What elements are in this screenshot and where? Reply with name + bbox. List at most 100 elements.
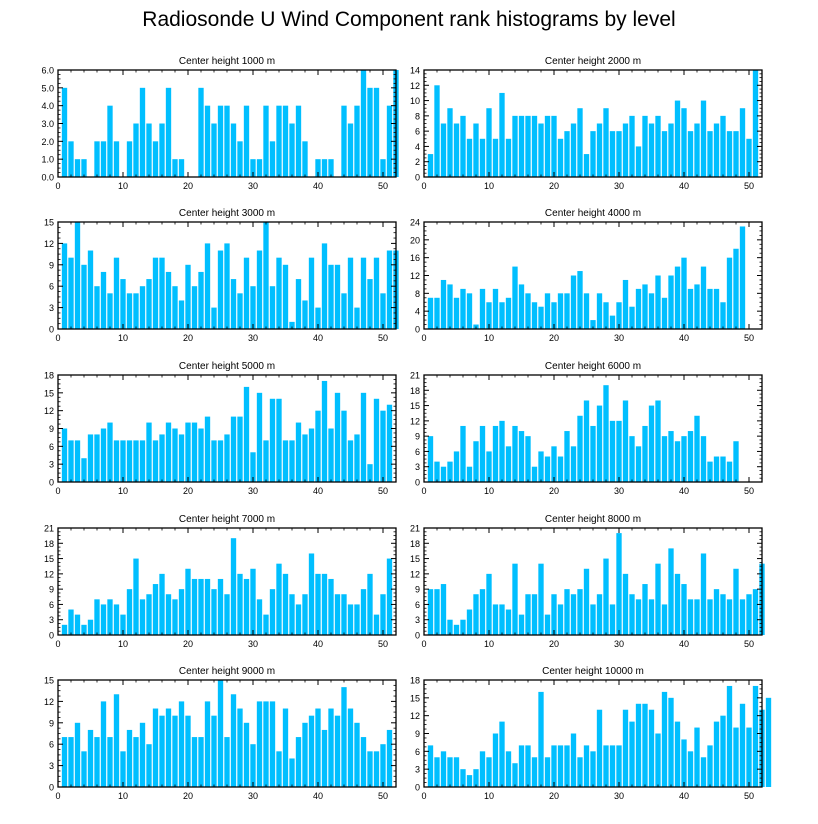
- histogram-bar: [152, 141, 159, 177]
- histogram-bar: [726, 257, 733, 329]
- histogram-bar: [655, 115, 661, 177]
- y-tick-label: 4.0: [41, 101, 54, 111]
- y-tick-label: 6: [415, 127, 420, 137]
- histogram-bar: [133, 440, 139, 482]
- y-tick-label: 0: [415, 173, 420, 183]
- y-tick-label: 0: [415, 631, 420, 641]
- histogram-bar: [152, 440, 159, 482]
- histogram-bar: [512, 563, 518, 635]
- histogram-bar: [295, 105, 302, 177]
- y-tick-label: 15: [44, 388, 54, 398]
- histogram-bar: [661, 131, 668, 177]
- histogram-bar: [308, 428, 315, 482]
- y-tick-label: 12: [44, 239, 54, 249]
- histogram-bar: [334, 392, 341, 482]
- histogram-bar: [492, 425, 499, 482]
- y-tick-label: 6: [415, 747, 420, 757]
- histogram-bar: [557, 604, 564, 635]
- histogram-bar: [211, 440, 217, 482]
- histogram-bar: [172, 599, 178, 635]
- x-tick-label: 10: [118, 639, 128, 649]
- y-tick-label: 4: [415, 142, 420, 152]
- histogram-bar: [243, 722, 250, 787]
- histogram-bar: [544, 115, 551, 177]
- histogram-bar: [263, 440, 269, 482]
- histogram-bar: [427, 745, 434, 787]
- histogram-bar: [295, 604, 302, 635]
- x-tick-label: 0: [421, 639, 426, 649]
- histogram-bar: [276, 257, 282, 329]
- panel-title: Center height 9000 m: [179, 666, 275, 677]
- histogram-bar: [687, 431, 694, 482]
- y-tick-label: 12: [44, 569, 54, 579]
- histogram-bar: [486, 573, 492, 635]
- histogram-bar: [505, 751, 512, 787]
- histogram-bar: [733, 248, 739, 329]
- histogram-bar: [434, 85, 440, 177]
- histogram-bar: [583, 154, 590, 177]
- histogram-bar: [694, 415, 700, 482]
- histogram-bar: [583, 400, 590, 482]
- histogram-bar: [538, 451, 544, 482]
- histogram-bar: [360, 257, 367, 329]
- y-tick-label: 9: [49, 718, 54, 728]
- x-tick-label: 20: [549, 181, 559, 191]
- x-tick-label: 10: [118, 486, 128, 496]
- histogram-bar: [185, 568, 191, 635]
- histogram-bar: [460, 425, 466, 482]
- histogram-panel: Center height 3000 m 0 3 6 9 12 15 0 10 20 30 40 50: [44, 208, 399, 343]
- histogram-bar: [198, 578, 204, 635]
- histogram-bar: [648, 123, 655, 177]
- y-tick-label: 18: [410, 386, 420, 396]
- histogram-bar: [707, 745, 713, 787]
- histogram-bar: [373, 398, 380, 482]
- histogram-bar: [185, 264, 191, 329]
- histogram-panel: Center height 4000 m 0 4 8 12 16 20 24 0 10 20 30 40…: [410, 208, 763, 343]
- histogram-bar: [466, 609, 473, 635]
- histogram-bar: [386, 250, 393, 329]
- histogram-bar: [473, 441, 479, 482]
- histogram-bar: [707, 288, 713, 330]
- histogram-bar: [473, 123, 479, 177]
- histogram-bar: [590, 604, 596, 635]
- histogram-bar: [178, 434, 185, 482]
- histogram-bar: [492, 288, 499, 330]
- histogram-bar: [360, 737, 367, 787]
- y-tick-label: 9: [415, 432, 420, 442]
- y-tick-label: 14: [410, 66, 420, 76]
- histogram-bar: [276, 563, 282, 635]
- histogram-bar: [538, 563, 544, 635]
- histogram-bar: [642, 425, 648, 482]
- x-tick-label: 0: [55, 486, 60, 496]
- histogram-bar: [525, 293, 531, 329]
- histogram-bar: [87, 434, 94, 482]
- histogram-bar: [505, 446, 512, 482]
- y-tick-label: 9: [415, 585, 420, 595]
- histogram-bar: [453, 624, 460, 635]
- histogram-bar: [531, 757, 538, 787]
- histogram-bar: [308, 553, 315, 635]
- histogram-bar: [230, 538, 237, 635]
- histogram-bar: [68, 737, 74, 787]
- histogram-bar: [172, 715, 178, 787]
- histogram-bar: [570, 733, 577, 787]
- histogram-bar: [230, 416, 237, 482]
- histogram-bar: [198, 87, 204, 177]
- panel-title: Center height 7000 m: [179, 514, 275, 525]
- x-tick-label: 20: [183, 333, 193, 343]
- histogram-bar: [707, 461, 713, 482]
- histogram-bar: [126, 293, 133, 329]
- histogram-bar: [204, 243, 211, 329]
- y-tick-label: 0: [49, 325, 54, 335]
- histogram-bar: [642, 703, 648, 787]
- histogram-bar: [269, 286, 276, 329]
- y-tick-label: 15: [410, 693, 420, 703]
- histogram-bar: [217, 105, 224, 177]
- histogram-bar: [81, 751, 87, 787]
- histogram-bar: [74, 722, 81, 787]
- histogram-bar: [87, 250, 94, 329]
- x-tick-label: 20: [183, 181, 193, 191]
- histogram-bar: [146, 279, 152, 329]
- x-tick-label: 20: [549, 486, 559, 496]
- panel-title: Center height 10000 m: [542, 666, 644, 677]
